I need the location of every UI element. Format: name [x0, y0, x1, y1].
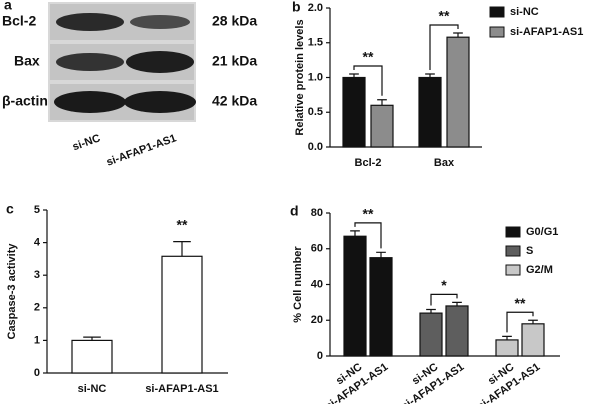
significance-label: **: [439, 8, 450, 24]
bar: [446, 36, 470, 148]
y-tick-label: 0: [317, 350, 323, 362]
bar: [521, 323, 545, 357]
error-bar: [452, 301, 462, 306]
legend-swatch: [505, 264, 521, 276]
error-bar: [528, 319, 538, 324]
error-bar: [502, 335, 512, 340]
y-tick-label: 0.5: [308, 106, 323, 118]
error-bar: [376, 251, 386, 258]
y-tick-label: 1: [34, 334, 40, 346]
protein-label: Bcl-2: [2, 13, 36, 29]
bar: [343, 235, 367, 357]
y-tick-label: 1.5: [308, 37, 323, 49]
significance-bracket: [506, 311, 534, 333]
legend-label: G0/G1: [526, 226, 558, 238]
y-tick-label: 80: [311, 207, 323, 219]
panel-letter: c: [6, 201, 14, 217]
legend-label: si-NC: [510, 6, 539, 18]
significance-bracket: [430, 293, 458, 306]
significance-bracket: [353, 65, 383, 96]
error-bar: [377, 99, 387, 106]
blot-bands: [50, 4, 196, 120]
error-bar: [425, 73, 435, 78]
error-bar: [83, 336, 101, 341]
legend-swatch: [505, 245, 521, 257]
x-tick-label: Bcl-2: [355, 157, 382, 169]
y-tick-label: 0: [34, 367, 40, 379]
legend-label: S: [526, 245, 533, 257]
lane-label: si-NC: [71, 132, 102, 153]
y-tick-label: 4: [34, 237, 41, 249]
bar: [419, 312, 443, 357]
y-axis-label: % Cell number: [292, 246, 304, 323]
y-tick-label: 40: [311, 278, 323, 290]
y-tick-label: 2: [34, 302, 40, 314]
bar: [369, 257, 393, 357]
panel-letter: d: [290, 203, 299, 219]
y-tick-label: 2.0: [308, 2, 323, 14]
y-tick-label: 20: [311, 314, 323, 326]
legend-label: si-AFAP1-AS1: [510, 26, 583, 38]
y-axis-label: Relative protein levels: [294, 19, 306, 135]
x-tick-label: si-AFAP1-AS1: [145, 383, 218, 395]
y-tick-label: 3: [34, 269, 40, 281]
size-label: 28 kDa: [212, 13, 257, 29]
bar: [495, 339, 519, 357]
protein-label: β-actin: [2, 93, 48, 109]
bar: [71, 339, 113, 374]
error-bar: [453, 32, 463, 38]
y-tick-label: 60: [311, 243, 323, 255]
lane-label: si-AFAP1-AS1: [105, 132, 178, 168]
legend-label: G2/M: [526, 264, 553, 276]
size-label: 42 kDa: [212, 93, 257, 109]
y-tick-label: 0.0: [308, 141, 323, 153]
panel-letter: b: [292, 0, 301, 15]
bar: [445, 305, 469, 357]
y-tick-label: 5: [34, 204, 40, 216]
x-tick-label: si-NC: [78, 383, 107, 395]
error-bar: [350, 230, 360, 237]
significance-label: **: [363, 49, 374, 65]
bar: [342, 76, 366, 148]
bar: [161, 255, 203, 374]
y-tick-label: 1.0: [308, 71, 323, 83]
significance-label: *: [441, 277, 447, 293]
significance-label: **: [515, 295, 526, 311]
significance-bracket: [354, 222, 382, 249]
error-bar: [173, 241, 191, 257]
size-label: 21 kDa: [212, 53, 257, 69]
panel-letter: a: [4, 0, 12, 13]
y-axis-label: Caspase-3 activity: [6, 243, 18, 340]
legend-swatch: [489, 26, 505, 38]
bar: [418, 76, 442, 148]
x-tick-label: Bax: [434, 157, 455, 169]
error-bar: [349, 73, 359, 78]
error-bar: [426, 308, 436, 314]
protein-label: Bax: [14, 53, 40, 69]
significance-bracket: [429, 24, 459, 71]
significance-label: **: [177, 216, 188, 232]
legend-swatch: [505, 226, 521, 238]
significance-label: **: [363, 206, 374, 222]
legend-swatch: [489, 6, 505, 18]
bar: [370, 104, 394, 148]
